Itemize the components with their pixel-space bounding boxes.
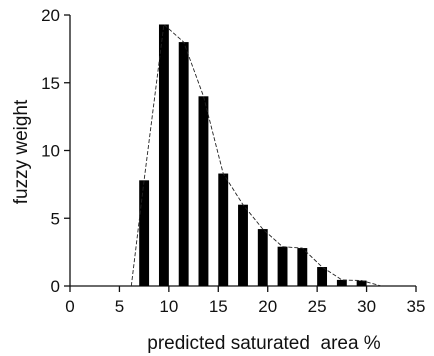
y-tick-label: 15 (41, 74, 60, 93)
bar (158, 24, 169, 287)
x-tick-label: 35 (407, 297, 426, 316)
bars (139, 24, 367, 287)
bar (139, 180, 150, 286)
bar (336, 279, 347, 286)
y-tick-label: 0 (51, 277, 60, 296)
bar (238, 204, 248, 286)
bar (198, 96, 209, 286)
y-axis-title: fuzzy weight (11, 99, 32, 204)
bar (178, 42, 189, 286)
bar (317, 267, 328, 286)
bar (257, 229, 268, 286)
x-tick-label: 15 (209, 297, 228, 316)
x-tick-label: 30 (357, 297, 376, 316)
bar (356, 280, 367, 286)
y-tick-label: 20 (41, 6, 60, 25)
bar (297, 248, 308, 286)
envelope-line-layer (130, 23, 382, 287)
y-tick-label: 10 (41, 142, 60, 161)
axes: 0 5 10 15 20 0 5 10 15 20 25 30 35 (41, 6, 425, 316)
envelope-line (130, 23, 382, 287)
bar (277, 246, 288, 286)
x-tick-label: 0 (65, 297, 74, 316)
y-tick-label: 5 (51, 209, 60, 228)
x-tick-label: 20 (258, 297, 277, 316)
x-tick-label: 10 (159, 297, 178, 316)
x-tick-label: 25 (308, 297, 327, 316)
bar (218, 173, 229, 286)
x-axis-title: predicted saturated area % (147, 333, 381, 354)
x-tick-label: 5 (115, 297, 124, 316)
